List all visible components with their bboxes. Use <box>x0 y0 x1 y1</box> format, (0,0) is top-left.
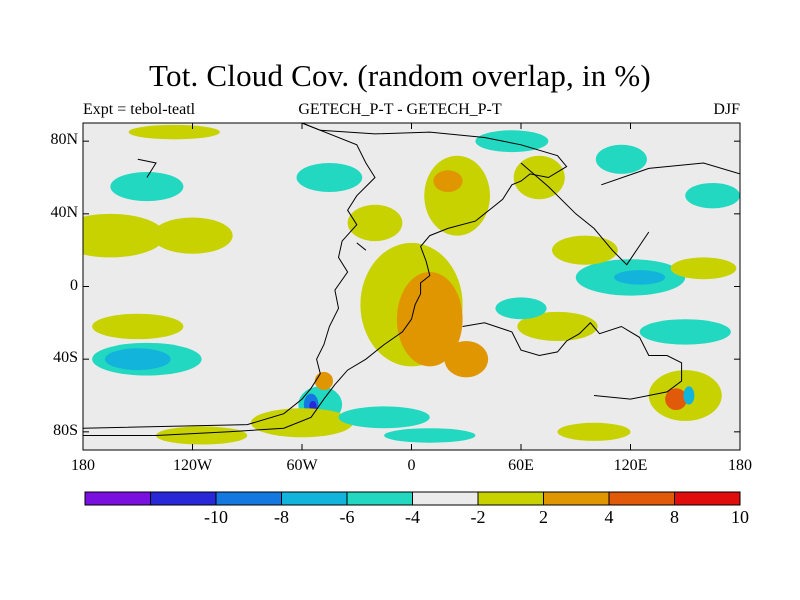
coastline <box>520 162 650 266</box>
anomaly-region-orange <box>314 371 334 391</box>
lon-tick-label: 120W <box>172 457 213 474</box>
anomaly-region-cyan <box>639 319 731 345</box>
colorbar-label: -10 <box>204 507 228 527</box>
lon-tick-label: 60E <box>508 457 534 474</box>
anomaly-region-yellow <box>517 311 598 341</box>
colorbar-swatch <box>674 491 741 506</box>
season-label: DJF <box>713 101 740 118</box>
lat-tick-label: 80S <box>53 421 78 439</box>
colorbar-swatch <box>84 491 151 506</box>
lat-tick-label: 0 <box>70 276 78 294</box>
anomaly-region-yellow <box>250 408 354 438</box>
colorbar-swatch <box>150 491 217 506</box>
anomaly-region-yellow <box>552 235 618 265</box>
anomaly-region-orange <box>433 170 463 193</box>
lon-tick-label: 180 <box>71 457 95 474</box>
colorbar-label: -4 <box>405 507 420 527</box>
colorbar-swatch <box>346 491 413 506</box>
colorbar-swatch <box>412 491 479 506</box>
colorbar-label: 2 <box>539 507 548 527</box>
anomaly-region-blue <box>683 386 695 405</box>
lon-tick-label: 0 <box>407 457 416 474</box>
lon-tick-label: 60W <box>286 457 318 474</box>
anomaly-region-yellow <box>513 155 565 200</box>
lat-tick-label: 40S <box>53 349 78 367</box>
coastline-layer <box>83 123 740 436</box>
anomaly-region-cyan <box>338 406 430 429</box>
anomaly-region-yellow <box>424 155 490 236</box>
colorbar-label: 4 <box>604 507 614 527</box>
anomaly-region-blue <box>104 348 171 371</box>
anomaly-region-yellow <box>128 124 220 140</box>
axis-ticks <box>82 123 741 450</box>
anomaly-region-blue <box>614 270 666 285</box>
colorbar-swatch <box>281 491 348 506</box>
map-title: Tot. Cloud Cov. (random overlap, in %) <box>149 58 651 93</box>
lat-tick-label: 80N <box>50 131 78 149</box>
anomaly-region-cyan <box>475 130 549 153</box>
anomaly-region-yellow <box>557 422 631 441</box>
anomaly-region-cyan <box>110 172 184 202</box>
dataset-label: GETECH_P-T - GETECH_P-T <box>298 101 502 118</box>
coastline <box>83 123 376 429</box>
anomaly-region-redorange <box>665 388 688 411</box>
colorbar-label: -6 <box>339 507 355 527</box>
coastline <box>462 322 683 400</box>
colorbar-swatch <box>215 491 282 506</box>
anomaly-region-cyan <box>595 144 647 174</box>
anomaly-region-yellow <box>156 426 248 445</box>
coastline <box>601 162 740 186</box>
anomaly-region-cyan <box>685 182 740 209</box>
anomaly-region-cyan <box>384 428 476 443</box>
anomaly-region-yellow <box>152 217 233 254</box>
anomaly-region-orange <box>396 271 463 367</box>
anomaly-region-yellow <box>347 204 403 242</box>
coastline <box>83 123 568 436</box>
experiment-label: Expt = tebol-teatl <box>83 101 196 118</box>
anomaly-region-yellow <box>92 313 184 340</box>
lon-tick-label: 180 <box>728 457 752 474</box>
colorbar-swatch <box>608 491 675 506</box>
colorbar-label: 8 <box>670 507 679 527</box>
lon-tick-label: 120E <box>613 457 648 474</box>
colorbar-swatch <box>543 491 610 506</box>
colorbar-label: -2 <box>470 507 486 527</box>
anomaly-region-cyan <box>296 162 363 193</box>
lat-tick-label: 40N <box>50 203 78 221</box>
anomaly-region-yellow <box>83 213 166 258</box>
coastline <box>356 242 367 251</box>
colorbar-swatch <box>477 491 544 506</box>
anomaly-region-yellow <box>670 257 737 280</box>
colorbar-label: 10 <box>731 507 749 527</box>
colorbar-label: -8 <box>274 507 289 527</box>
colorbar <box>84 491 741 506</box>
anomaly-region-cyan <box>495 297 547 320</box>
coastline <box>137 158 157 178</box>
anomaly-layer <box>83 124 740 445</box>
anomaly-region-orange <box>444 341 489 378</box>
